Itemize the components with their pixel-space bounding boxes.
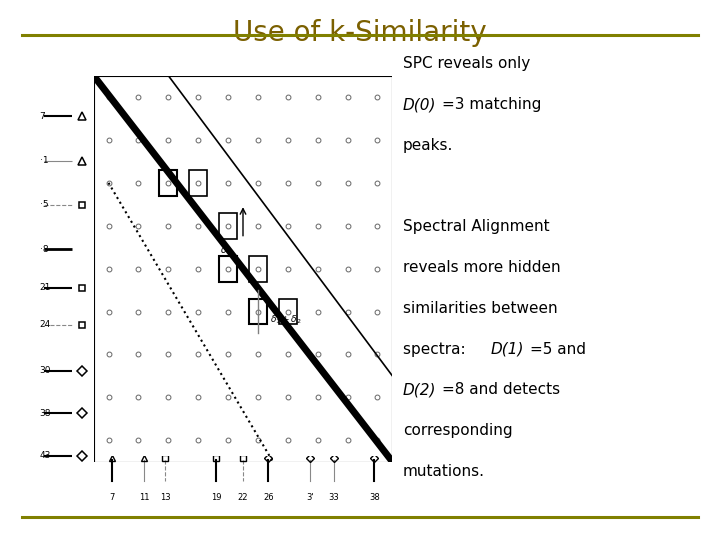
Bar xyxy=(249,256,267,281)
Text: 22: 22 xyxy=(238,494,248,502)
Text: $\delta_1+\delta_2$: $\delta_1+\delta_2$ xyxy=(270,314,302,326)
Text: mutations.: mutations. xyxy=(402,464,485,479)
Text: 11: 11 xyxy=(139,494,150,502)
Text: =8 and detects: =8 and detects xyxy=(442,382,560,397)
Text: 30: 30 xyxy=(40,367,51,375)
Text: 19: 19 xyxy=(211,494,221,502)
Text: 3': 3' xyxy=(307,494,314,502)
Bar xyxy=(279,299,297,325)
Text: spectra:: spectra: xyxy=(402,342,470,356)
Text: ·1: ·1 xyxy=(40,156,48,165)
Text: 7: 7 xyxy=(40,112,45,120)
Bar xyxy=(249,299,267,325)
Text: Use of k-Similarity: Use of k-Similarity xyxy=(233,19,487,47)
Text: 33: 33 xyxy=(329,494,340,502)
Text: reveals more hidden: reveals more hidden xyxy=(402,260,560,275)
Text: 24: 24 xyxy=(40,320,51,329)
Text: Spectral Alignment: Spectral Alignment xyxy=(402,219,549,234)
Text: D(2): D(2) xyxy=(402,382,436,397)
Text: =5 and: =5 and xyxy=(530,342,586,356)
Text: 13: 13 xyxy=(160,494,171,502)
Bar xyxy=(189,170,207,195)
Bar xyxy=(219,213,237,239)
Text: SPC reveals only: SPC reveals only xyxy=(402,57,530,71)
Text: ·8: ·8 xyxy=(40,245,48,254)
Bar xyxy=(219,256,237,281)
Text: $\delta$: $\delta$ xyxy=(220,244,228,255)
Text: =3 matching: =3 matching xyxy=(442,97,541,112)
Bar xyxy=(159,170,177,195)
Text: ·5: ·5 xyxy=(40,200,48,210)
Text: D(0): D(0) xyxy=(402,97,436,112)
Text: 21: 21 xyxy=(40,284,51,293)
Text: corresponding: corresponding xyxy=(402,423,513,438)
Text: similarities between: similarities between xyxy=(402,301,557,316)
Text: 43: 43 xyxy=(40,451,51,461)
Text: 7: 7 xyxy=(109,494,114,502)
Text: D(1): D(1) xyxy=(491,342,524,356)
Text: peaks.: peaks. xyxy=(402,138,453,153)
Text: 38: 38 xyxy=(369,494,380,502)
Text: 38: 38 xyxy=(40,409,51,418)
Text: 26: 26 xyxy=(263,494,274,502)
